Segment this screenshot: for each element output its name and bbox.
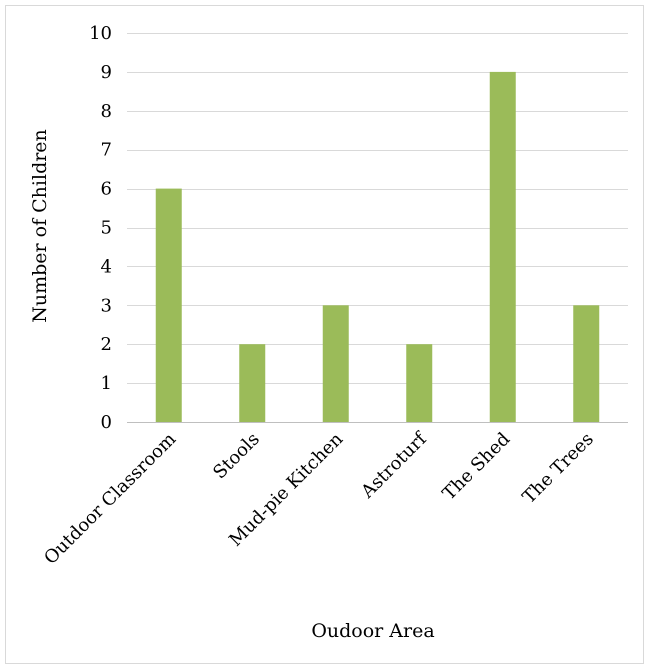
bar bbox=[489, 71, 516, 423]
y-tick-label: 7 bbox=[101, 140, 112, 161]
bar bbox=[239, 344, 266, 422]
y-tick-label: 10 bbox=[89, 23, 112, 44]
bar bbox=[573, 305, 600, 422]
y-tick-label: 9 bbox=[101, 62, 112, 83]
bar bbox=[406, 344, 433, 422]
y-tick-label: 3 bbox=[101, 295, 112, 316]
x-tick-label: Outdoor Classroom bbox=[40, 429, 180, 569]
y-tick-label: 0 bbox=[101, 412, 112, 433]
y-axis-title: Number of Children bbox=[29, 129, 51, 323]
y-tick-label: 4 bbox=[101, 256, 112, 277]
bar bbox=[155, 188, 182, 422]
y-tick-label: 8 bbox=[101, 101, 112, 122]
x-axis-title: Oudoor Area bbox=[311, 620, 434, 642]
y-tick-label: 2 bbox=[101, 334, 112, 355]
bar bbox=[322, 305, 349, 422]
x-tick-label: Astroturf bbox=[357, 428, 432, 503]
x-tick-label: The Trees bbox=[519, 429, 598, 508]
y-tick-label: 6 bbox=[101, 179, 112, 200]
gridlines bbox=[127, 33, 628, 384]
y-tick-label: 5 bbox=[101, 218, 112, 239]
y-tick-labels: 0 1 2 3 4 5 6 7 8 9 10 bbox=[89, 23, 112, 433]
y-tick-label: 1 bbox=[101, 373, 112, 394]
x-tick-label: Stools bbox=[209, 429, 264, 484]
x-tick-label: The Shed bbox=[439, 429, 515, 505]
bars bbox=[155, 71, 600, 423]
